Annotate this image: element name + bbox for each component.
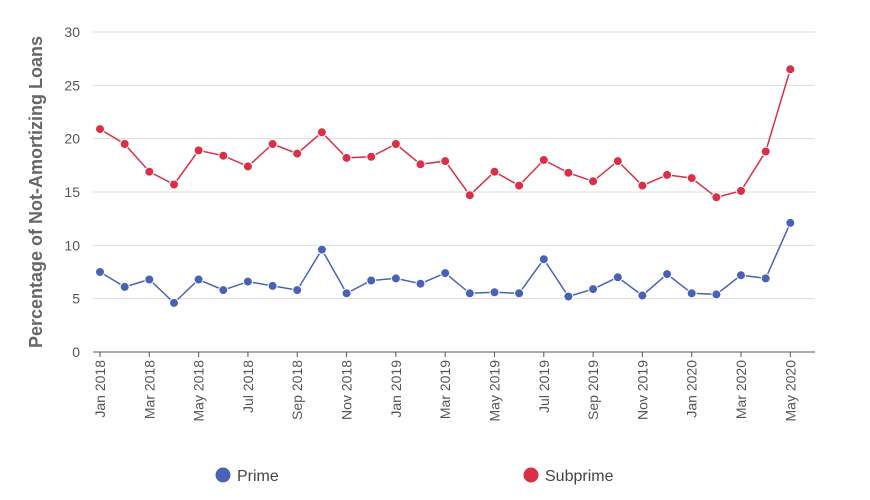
prime-point [366, 275, 377, 286]
y-tick-label: 15 [64, 184, 80, 200]
x-tick-label: Sep 2019 [585, 360, 601, 420]
gridlines [93, 31, 815, 300]
subprime-point [711, 192, 722, 203]
prime-legend-label: Prime [237, 468, 279, 485]
x-tick-label: May 2020 [782, 360, 798, 422]
prime-point [686, 288, 697, 299]
prime-point [760, 273, 771, 284]
subprime-legend-marker [523, 467, 539, 483]
prime-point [711, 289, 722, 300]
prime-legend-marker [215, 467, 231, 483]
subprime-point [440, 156, 451, 167]
x-tick-label: Mar 2019 [437, 360, 453, 419]
subprime-point [242, 161, 253, 172]
prime-point [193, 274, 204, 285]
prime-point [612, 272, 623, 283]
x-axis-ticks: Jan 2018 Mar 2018 May 2018 Jul 2018 Sep 2018… [92, 352, 798, 421]
x-tick-label: May 2018 [191, 360, 207, 422]
y-axis-title: Percentage of Not-Amortizing Loans [26, 36, 46, 348]
series-group [95, 64, 796, 308]
y-tick-label: 25 [64, 77, 80, 93]
subprime-point [341, 152, 352, 163]
subprime-point [316, 127, 327, 138]
subprime-point [366, 151, 377, 162]
x-tick-label: Nov 2018 [339, 360, 355, 420]
subprime-legend-label: Subprime [545, 468, 614, 485]
subprime-point [415, 159, 426, 170]
x-tick-label: Mar 2018 [141, 360, 157, 419]
subprime-point [119, 139, 130, 149]
prime-point [390, 273, 401, 284]
x-tick-label: May 2019 [486, 360, 502, 422]
prime-point [662, 269, 673, 280]
subprime-point [489, 166, 500, 177]
subprime-point [193, 145, 204, 156]
prime-point [538, 254, 549, 265]
y-axis-ticks: 0 5 10 15 20 25 30 [64, 24, 80, 360]
prime-point [341, 288, 352, 299]
prime-point [785, 217, 796, 228]
prime-point [169, 297, 179, 308]
prime-point [316, 244, 327, 255]
prime-point [218, 285, 229, 296]
prime-point [489, 287, 500, 298]
prime-line [99, 222, 791, 304]
subprime-point [760, 146, 771, 157]
prime-point [637, 290, 648, 301]
subprime-point [169, 179, 179, 190]
x-tick-label: Jan 2019 [388, 360, 404, 418]
subprime-point [662, 169, 673, 180]
subprime-point [563, 167, 574, 178]
subprime-point [736, 185, 746, 196]
prime-point [267, 280, 278, 291]
prime-point [242, 276, 253, 287]
y-tick-label: 30 [64, 24, 80, 40]
subprime-point [95, 124, 105, 135]
subprime-point [218, 150, 229, 161]
x-tick-label: Jul 2019 [536, 360, 552, 413]
subprime-point [144, 166, 155, 177]
prime-point [144, 274, 155, 285]
x-tick-label: Mar 2020 [733, 360, 749, 419]
prime-point [440, 268, 451, 279]
y-tick-label: 0 [72, 344, 80, 360]
subprime-point [538, 155, 549, 165]
subprime-point [686, 173, 697, 184]
y-tick-label: 20 [64, 131, 80, 147]
prime-point [588, 284, 599, 295]
subprime-point [267, 139, 278, 149]
x-tick-label: Jan 2020 [684, 360, 700, 418]
prime-point [119, 281, 130, 292]
subprime-point [514, 180, 525, 191]
prime-point [464, 288, 475, 299]
subprime-point [637, 180, 648, 191]
prime-point [415, 278, 426, 289]
x-tick-label: Jul 2018 [240, 360, 256, 413]
subprime-point [390, 139, 401, 149]
subprime-point [292, 148, 303, 159]
prime-point [736, 270, 746, 281]
prime-point [563, 291, 574, 302]
prime-point [514, 288, 525, 299]
subprime-point [612, 156, 623, 167]
subprime-point [464, 190, 475, 201]
subprime-point [588, 176, 599, 187]
x-tick-label: Sep 2018 [289, 360, 305, 420]
y-tick-label: 5 [72, 291, 80, 307]
x-tick-label: Jan 2018 [92, 360, 108, 418]
prime-point [95, 267, 105, 277]
y-tick-label: 10 [64, 237, 80, 253]
subprime-point [785, 64, 796, 75]
legend: Prime Subprime [215, 467, 614, 485]
x-tick-label: Nov 2019 [634, 360, 650, 420]
prime-point [292, 285, 303, 296]
